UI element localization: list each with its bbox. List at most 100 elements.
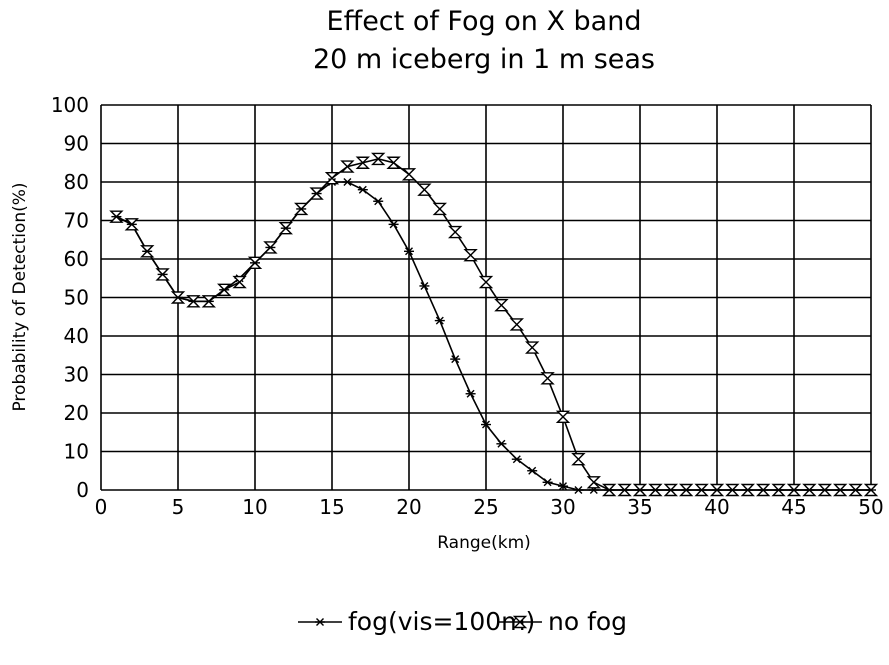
data-point bbox=[324, 171, 340, 185]
data-point bbox=[496, 439, 507, 448]
x-tick-label: 40 bbox=[704, 495, 729, 519]
x-tick-label: 10 bbox=[242, 495, 267, 519]
data-point bbox=[632, 483, 648, 497]
data-point bbox=[170, 291, 186, 304]
data-point bbox=[494, 299, 509, 312]
legend: fog(vis=100m) no fog bbox=[298, 607, 627, 636]
data-point bbox=[448, 225, 463, 239]
data-point bbox=[511, 455, 522, 464]
data-point bbox=[232, 275, 247, 289]
x-tick-label: 45 bbox=[781, 495, 806, 519]
series-no-fog bbox=[109, 152, 879, 497]
x-tick-label: 50 bbox=[858, 495, 883, 519]
data-point bbox=[542, 478, 553, 487]
x-tick-label: 0 bbox=[95, 495, 108, 519]
data-point bbox=[419, 281, 430, 290]
y-tick-label: 90 bbox=[64, 132, 89, 156]
data-point bbox=[586, 476, 601, 489]
data-point bbox=[450, 355, 461, 364]
data-point bbox=[247, 256, 263, 270]
data-point bbox=[463, 248, 478, 262]
series-group bbox=[109, 152, 879, 497]
data-point bbox=[340, 160, 355, 173]
data-point bbox=[709, 483, 725, 497]
data-point bbox=[201, 295, 216, 308]
x-tick-label: 35 bbox=[627, 495, 652, 519]
data-point bbox=[802, 483, 817, 497]
data-point bbox=[155, 268, 170, 281]
data-point bbox=[401, 168, 417, 181]
y-axis-label: Probability of Detection(%) bbox=[10, 182, 30, 411]
y-tick-label: 50 bbox=[64, 286, 89, 310]
x-tick-label: 25 bbox=[473, 495, 498, 519]
data-point bbox=[817, 483, 832, 497]
y-tick-label: 20 bbox=[64, 401, 89, 425]
data-point bbox=[648, 483, 663, 497]
y-tick-label: 100 bbox=[51, 93, 89, 117]
data-point bbox=[309, 187, 324, 200]
data-point bbox=[373, 197, 384, 206]
data-point bbox=[725, 483, 740, 497]
data-point bbox=[571, 453, 586, 466]
y-tick-label: 80 bbox=[64, 170, 89, 194]
data-point bbox=[478, 275, 494, 289]
tick-labels: 0 10 20 30 40 50 60 70 80 90 100 0 5 10 15 20 25 30 35 40 45… bbox=[51, 93, 884, 519]
chart-title: Effect of Fog on X band bbox=[327, 6, 642, 37]
data-point bbox=[540, 372, 555, 385]
data-point bbox=[527, 466, 538, 475]
data-point bbox=[771, 483, 786, 497]
data-point bbox=[525, 341, 540, 354]
data-point bbox=[263, 241, 278, 254]
data-point bbox=[388, 220, 399, 229]
data-point bbox=[848, 483, 863, 497]
grid bbox=[100, 104, 872, 491]
y-tick-label: 70 bbox=[64, 209, 89, 233]
data-point bbox=[371, 152, 386, 166]
data-point bbox=[217, 283, 232, 296]
data-point bbox=[294, 202, 309, 216]
y-tick-label: 10 bbox=[64, 440, 89, 464]
data-point bbox=[342, 178, 353, 186]
data-point bbox=[740, 483, 755, 497]
data-point bbox=[617, 483, 632, 497]
data-point bbox=[357, 185, 368, 194]
x-tick-label: 15 bbox=[319, 495, 344, 519]
data-point bbox=[679, 483, 694, 497]
data-point bbox=[694, 483, 709, 497]
data-point bbox=[109, 210, 124, 223]
series-line-no-fog bbox=[116, 158, 871, 491]
legend-marker bbox=[512, 615, 528, 629]
data-point bbox=[386, 156, 401, 169]
x-axis-label: Range(km) bbox=[437, 533, 531, 553]
data-point bbox=[186, 295, 201, 308]
data-point bbox=[663, 483, 678, 497]
data-point bbox=[278, 222, 293, 235]
data-point bbox=[432, 202, 447, 216]
data-point bbox=[509, 318, 524, 331]
x-tick-label: 5 bbox=[172, 495, 185, 519]
data-point bbox=[434, 316, 445, 325]
data-point bbox=[417, 183, 432, 196]
data-point bbox=[602, 483, 617, 497]
data-point bbox=[786, 483, 802, 497]
data-point bbox=[465, 389, 476, 398]
y-tick-label: 40 bbox=[64, 324, 89, 348]
data-point bbox=[833, 483, 848, 497]
data-point bbox=[573, 486, 584, 494]
y-tick-label: 30 bbox=[64, 363, 89, 387]
data-point bbox=[355, 156, 370, 169]
x-tick-label: 30 bbox=[550, 495, 575, 519]
chart-subtitle: 20 m iceberg in 1 m seas bbox=[313, 44, 655, 75]
legend-item: no fog bbox=[498, 607, 627, 636]
data-point bbox=[404, 247, 414, 256]
data-point bbox=[863, 483, 879, 497]
data-point bbox=[555, 410, 571, 424]
data-point bbox=[140, 245, 155, 258]
data-point bbox=[558, 482, 568, 491]
legend-label: no fog bbox=[548, 607, 627, 636]
x-tick-label: 20 bbox=[396, 495, 421, 519]
legend-marker bbox=[315, 618, 325, 626]
data-point bbox=[481, 420, 491, 429]
y-tick-label: 0 bbox=[76, 478, 89, 502]
